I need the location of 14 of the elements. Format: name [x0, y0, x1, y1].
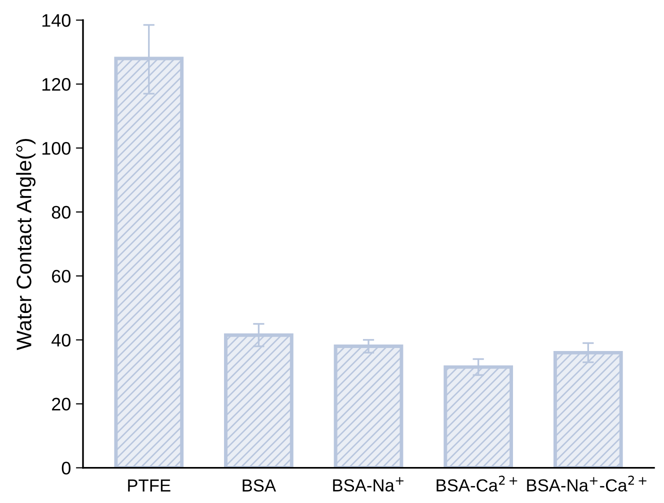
y-tick-label: 40	[52, 334, 70, 347]
y-tick-label: 20	[52, 398, 70, 411]
y-tick-label: 80	[52, 206, 70, 219]
x-tick-label: BSA-Na$^{+}$	[333, 477, 404, 492]
x-tick-label: BSA-Ca$^{2+}$	[436, 476, 518, 492]
y-tick-label: 100	[42, 142, 70, 155]
x-tick-label: PTFE	[128, 480, 170, 492]
x-tick-label: BSA	[242, 479, 276, 492]
y-tick-label: 120	[42, 78, 70, 91]
y-tick-label: 140	[42, 14, 70, 27]
y-tick-label: 0	[62, 462, 70, 475]
y-axis-title: Water Contact Angle(°)	[16, 138, 36, 350]
y-tick-label: 60	[52, 270, 70, 283]
x-tick-label: BSA-Na$^{+}$-Ca$^{2+}$	[527, 476, 646, 492]
